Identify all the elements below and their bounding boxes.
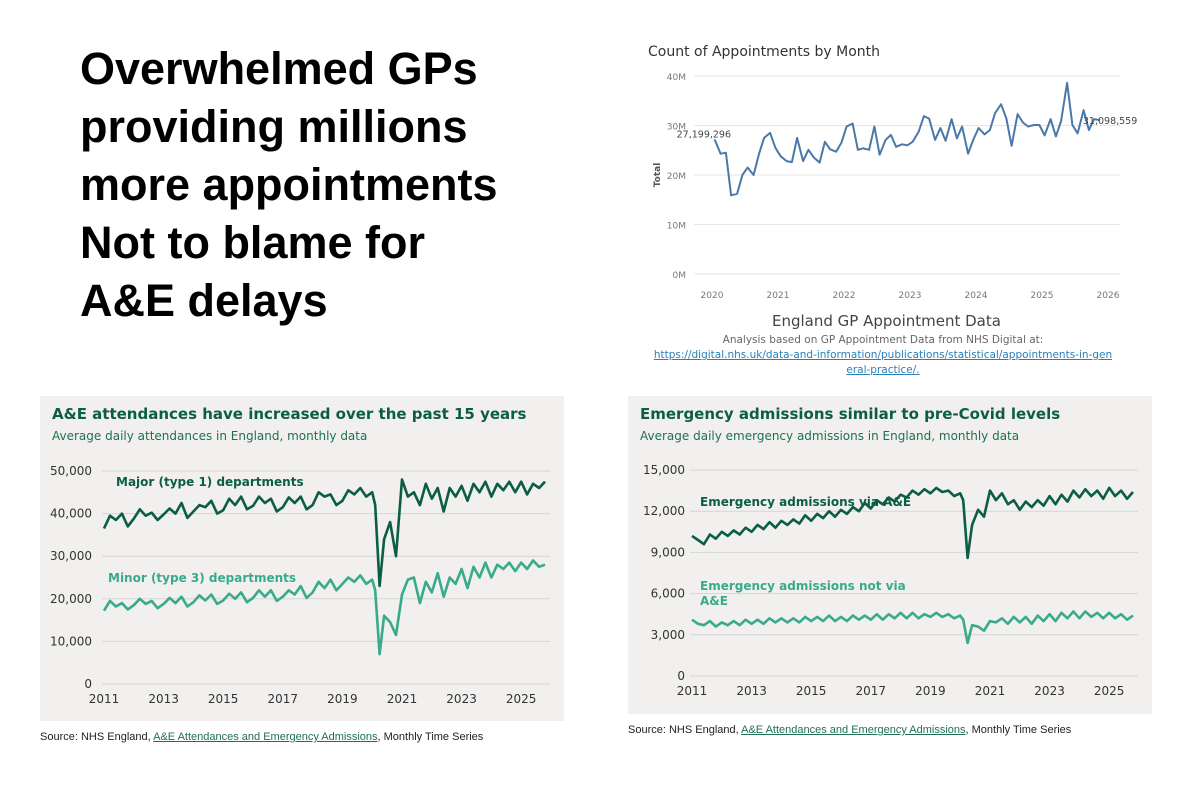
annotation-end: 31,098,559	[1083, 116, 1137, 127]
y-tick-label: 20M	[667, 172, 686, 182]
legend-via-ae: Emergency admissions via A&E	[700, 495, 911, 509]
legend-major-departments: Major (type 1) departments	[116, 475, 304, 489]
headline-line-3: more appointments	[80, 159, 498, 210]
y-tick-label: 0M	[673, 271, 687, 281]
y-axis-label: Total	[653, 163, 663, 188]
x-tick-label: 2017	[856, 684, 887, 698]
x-tick-label: 2021	[975, 684, 1006, 698]
emergency-admissions-chart: 0 3,000 6,000 9,000 12,000 15,000 2011 2013 2015…	[643, 463, 1138, 698]
gp-caption-link-line1[interactable]: https://digital.nhs.uk/data-and-informat…	[653, 349, 1113, 361]
x-tick-label: 2021	[767, 291, 790, 301]
em-source-prefix: Source: NHS England,	[628, 724, 742, 736]
series-line-1	[102, 478, 546, 588]
ae-chart-title: A&E attendances have increased over the …	[52, 405, 527, 423]
ae-chart-subtitle: Average daily attendances in England, mo…	[52, 429, 368, 443]
headline: Overwhelmed GPs providing millions more …	[80, 40, 600, 330]
gp-caption-link-line2[interactable]: eral-practice/.	[846, 364, 920, 376]
y-tick-label: 40M	[667, 73, 686, 83]
x-tick-label: 2019	[915, 684, 946, 698]
series-line-2	[102, 559, 546, 656]
x-tick-label: 2025	[1031, 291, 1054, 301]
x-tick-label: 2017	[268, 692, 299, 706]
gp-chart-title: Count of Appointments by Month	[648, 44, 880, 60]
gp-caption-note: Analysis based on GP Appointment Data fr…	[648, 333, 1118, 378]
x-tick-label: 2024	[965, 291, 988, 301]
x-tick-label: 2013	[736, 684, 767, 698]
y-tick-label: 10M	[667, 222, 686, 232]
series-line-2	[691, 610, 1134, 645]
em-chart-title: Emergency admissions similar to pre-Covi…	[640, 405, 1061, 423]
em-source: Source: NHS England, A&E Attendances and…	[628, 724, 1071, 736]
annotation-start: 27,199,296	[677, 129, 731, 140]
x-tick-label: 2021	[387, 692, 418, 706]
y-tick-label: 30M	[667, 123, 686, 133]
y-tick-label: 6,000	[651, 587, 685, 601]
gp-caption-title: England GP Appointment Data	[772, 312, 1001, 330]
x-tick-label: 2011	[89, 692, 120, 706]
em-chart-subtitle: Average daily emergency admissions in En…	[640, 429, 1020, 443]
series-line-1	[713, 81, 1101, 197]
x-tick-label: 2019	[327, 692, 358, 706]
y-tick-label: 0	[677, 669, 685, 683]
y-tick-label: 3,000	[651, 628, 685, 642]
legend-not-via-ae: Emergency admissions not via A&E	[700, 579, 906, 608]
legend-minor-departments: Minor (type 3) departments	[108, 571, 296, 585]
x-tick-label: 2015	[208, 692, 239, 706]
series-line-1	[691, 486, 1134, 560]
headline-line-4: Not to blame for	[80, 217, 425, 268]
x-tick-label: 2013	[148, 692, 179, 706]
headline-line-2: providing millions	[80, 101, 468, 152]
y-tick-label: 15,000	[643, 463, 685, 477]
ae-source-prefix: Source: NHS England,	[40, 731, 154, 743]
x-tick-label: 2025	[1094, 684, 1125, 698]
em-source-suffix: , Monthly Time Series	[965, 724, 1072, 736]
y-tick-label: 10,000	[50, 634, 92, 648]
y-tick-label: 50,000	[50, 464, 92, 478]
headline-line-5: A&E delays	[80, 275, 328, 326]
em-source-link[interactable]: A&E Attendances and Emergency Admissions	[741, 724, 966, 736]
ae-source-suffix: , Monthly Time Series	[377, 731, 484, 743]
y-tick-label: 40,000	[50, 507, 92, 521]
gp-caption-note-text: Analysis based on GP Appointment Data fr…	[722, 334, 1044, 346]
x-tick-label: 2020	[701, 291, 724, 301]
y-tick-label: 30,000	[50, 549, 92, 563]
x-tick-label: 2023	[1034, 684, 1065, 698]
emergency-admissions-panel: Emergency admissions similar to pre-Covi…	[628, 396, 1152, 714]
x-tick-label: 2022	[833, 291, 856, 301]
headline-line-1: Overwhelmed GPs	[80, 43, 478, 94]
x-tick-label: 2026	[1097, 291, 1120, 301]
ae-attendances-panel: A&E attendances have increased over the …	[40, 396, 564, 721]
x-tick-label: 2015	[796, 684, 827, 698]
y-tick-label: 9,000	[651, 545, 685, 559]
ae-source: Source: NHS England, A&E Attendances and…	[40, 731, 483, 743]
x-tick-label: 2023	[446, 692, 477, 706]
ae-attendances-chart: 0 10,000 20,000 30,000 40,000 50,000 2011 2013 2…	[50, 464, 550, 706]
x-tick-label: 2025	[506, 692, 537, 706]
ae-source-link[interactable]: A&E Attendances and Emergency Admissions	[153, 731, 378, 743]
gp-appointments-chart: 0M 10M 20M 30M 40M 2020 2021 2022 2023 2024 2025 20…	[653, 73, 1137, 301]
x-tick-label: 2011	[677, 684, 708, 698]
x-tick-label: 2023	[899, 291, 922, 301]
y-tick-label: 12,000	[643, 504, 685, 518]
y-tick-label: 20,000	[50, 592, 92, 606]
y-tick-label: 0	[84, 677, 92, 691]
